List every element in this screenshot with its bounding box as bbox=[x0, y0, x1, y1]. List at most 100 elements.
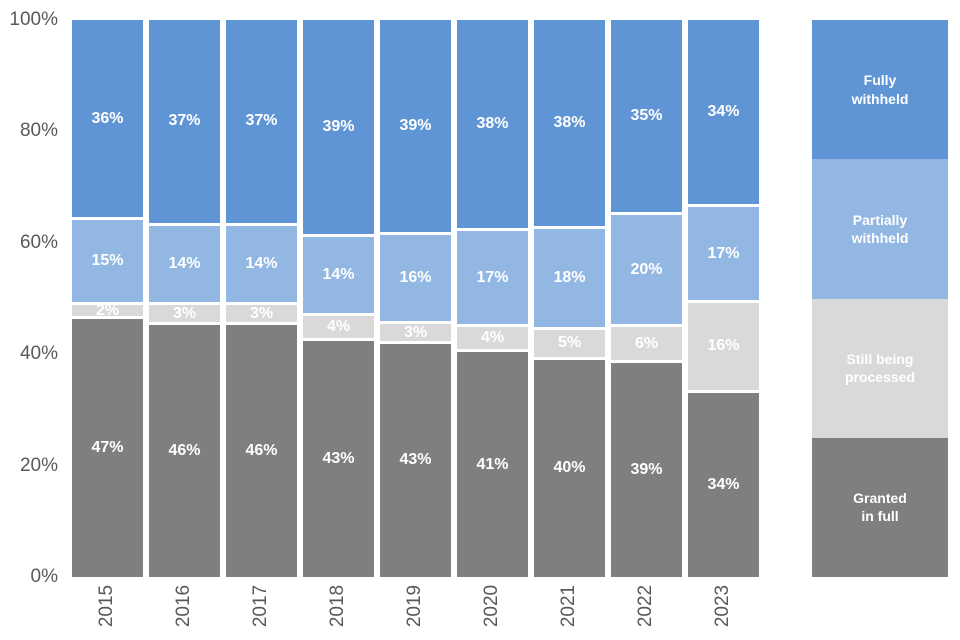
segment-still_being_processed: 6% bbox=[611, 327, 682, 361]
x-tick-label: 2018 bbox=[327, 584, 349, 628]
segment-fully_withheld: 38% bbox=[457, 20, 528, 229]
x-tick-label: 2015 bbox=[96, 584, 118, 628]
x-tick-2017: 2017 bbox=[226, 581, 297, 631]
segment-partially_withheld: 17% bbox=[688, 207, 759, 300]
stacked-bar-2021: 38% 18% 5% 40% bbox=[534, 20, 605, 577]
segment-value-label: 3% bbox=[172, 304, 197, 322]
segment-partially_withheld: 18% bbox=[534, 229, 605, 327]
segment-fully_withheld: 39% bbox=[380, 20, 451, 232]
segment-fully_withheld: 37% bbox=[149, 20, 220, 223]
segment-value-label: 4% bbox=[326, 318, 351, 336]
x-tick-2016: 2016 bbox=[149, 581, 220, 631]
stacked-bar-2022: 35% 20% 6% 39% bbox=[611, 20, 682, 577]
segment-granted_in_full: 46% bbox=[226, 324, 297, 577]
segment-value-label: 47% bbox=[91, 439, 124, 457]
x-tick-label: 2020 bbox=[481, 584, 503, 628]
segment-value-label: 16% bbox=[399, 269, 432, 287]
legend: Fully withheld Partially withheld Still be… bbox=[812, 20, 948, 577]
segment-fully_withheld: 35% bbox=[611, 20, 682, 212]
x-tick-label: 2017 bbox=[250, 584, 272, 628]
segment-value-label: 17% bbox=[476, 268, 509, 286]
segment-value-label: 41% bbox=[476, 455, 509, 473]
segment-value-label: 2% bbox=[95, 301, 120, 319]
segment-granted_in_full: 34% bbox=[688, 392, 759, 577]
segment-partially_withheld: 14% bbox=[303, 236, 374, 314]
segment-value-label: 3% bbox=[403, 323, 428, 341]
x-tick-label: 2022 bbox=[635, 584, 657, 628]
segment-value-label: 5% bbox=[557, 334, 582, 352]
segment-value-label: 34% bbox=[707, 475, 740, 493]
segment-value-label: 17% bbox=[707, 244, 740, 262]
legend-item-still_being_processed: Still being processed bbox=[812, 298, 948, 438]
segment-partially_withheld: 17% bbox=[457, 231, 528, 325]
segment-value-label: 35% bbox=[630, 106, 663, 124]
segment-still_being_processed: 4% bbox=[303, 316, 374, 339]
segment-partially_withheld: 15% bbox=[72, 220, 143, 303]
legend-label: Partially withheld bbox=[851, 211, 909, 246]
legend-label: Still being processed bbox=[844, 350, 916, 386]
segment-value-label: 4% bbox=[480, 329, 505, 347]
segment-value-label: 18% bbox=[553, 269, 586, 286]
segment-granted_in_full: 39% bbox=[611, 363, 682, 577]
segment-value-label: 20% bbox=[630, 260, 663, 278]
segment-granted_in_full: 40% bbox=[534, 359, 605, 577]
x-tick-2019: 2019 bbox=[380, 581, 451, 631]
segment-partially_withheld: 14% bbox=[226, 225, 297, 303]
y-tick-label: 0% bbox=[30, 566, 58, 587]
stacked-bar-2020: 38% 17% 4% 41% bbox=[457, 20, 528, 577]
segment-still_being_processed: 2% bbox=[72, 301, 143, 319]
x-tick-label: 2016 bbox=[173, 584, 195, 628]
segment-granted_in_full: 41% bbox=[457, 352, 528, 577]
segment-value-label: 37% bbox=[245, 112, 278, 130]
segment-partially_withheld: 16% bbox=[380, 234, 451, 322]
segment-value-label: 38% bbox=[476, 115, 509, 133]
y-tick-label: 80% bbox=[19, 120, 58, 142]
segment-value-label: 40% bbox=[553, 459, 586, 477]
segment-value-label: 46% bbox=[245, 441, 278, 459]
x-tick-2020: 2020 bbox=[457, 581, 528, 631]
legend-item-fully_withheld: Fully withheld bbox=[812, 20, 948, 160]
segment-value-label: 39% bbox=[322, 117, 355, 135]
segment-value-label: 34% bbox=[707, 103, 740, 121]
segment-granted_in_full: 47% bbox=[72, 319, 143, 577]
segment-value-label: 3% bbox=[249, 304, 274, 322]
x-tick-2021: 2021 bbox=[534, 581, 605, 631]
stacked-bar-2018: 39% 14% 4% 43% bbox=[303, 20, 374, 577]
segment-fully_withheld: 37% bbox=[226, 20, 297, 223]
segment-partially_withheld: 14% bbox=[149, 225, 220, 303]
legend-item-partially_withheld: Partially withheld bbox=[812, 159, 948, 299]
plot-area: 36% 15% 2% 47% 37% 14% 3% 46% 37% 14% 3% 46% 39% 14% 4… bbox=[72, 20, 759, 578]
segment-value-label: 38% bbox=[553, 114, 586, 132]
y-tick-label: 40% bbox=[19, 343, 58, 365]
stacked-bar-2016: 37% 14% 3% 46% bbox=[149, 20, 220, 577]
segment-value-label: 39% bbox=[399, 116, 432, 134]
stacked-bar-2015: 36% 15% 2% 47% bbox=[72, 20, 143, 577]
x-tick-2023: 2023 bbox=[688, 581, 759, 631]
segment-granted_in_full: 43% bbox=[380, 343, 451, 578]
x-tick-label: 2019 bbox=[404, 584, 426, 628]
segment-value-label: 43% bbox=[399, 451, 432, 469]
segment-fully_withheld: 34% bbox=[688, 20, 759, 205]
stacked-bar-2017: 37% 14% 3% 46% bbox=[226, 20, 297, 577]
x-tick-2015: 2015 bbox=[72, 581, 143, 631]
x-tick-2022: 2022 bbox=[611, 581, 682, 631]
segment-value-label: 43% bbox=[322, 450, 355, 468]
segment-fully_withheld: 36% bbox=[72, 20, 143, 218]
stacked-bar-2023: 34% 17% 16% 34% bbox=[688, 20, 759, 577]
segment-value-label: 16% bbox=[707, 337, 740, 355]
segment-fully_withheld: 38% bbox=[534, 20, 605, 227]
segment-value-label: 14% bbox=[322, 266, 355, 284]
segment-value-label: 14% bbox=[245, 255, 278, 273]
segment-granted_in_full: 46% bbox=[149, 324, 220, 577]
segment-still_being_processed: 3% bbox=[226, 304, 297, 322]
segment-granted_in_full: 43% bbox=[303, 341, 374, 577]
stacked-bar-2019: 39% 16% 3% 43% bbox=[380, 20, 451, 578]
y-tick-label: 20% bbox=[19, 454, 58, 476]
segment-fully_withheld: 39% bbox=[303, 20, 374, 234]
segment-value-label: 39% bbox=[630, 461, 663, 479]
segment-still_being_processed: 5% bbox=[534, 329, 605, 357]
x-tick-2018: 2018 bbox=[303, 581, 374, 631]
segment-still_being_processed: 3% bbox=[380, 323, 451, 341]
legend-label: Granted in full bbox=[853, 490, 907, 525]
